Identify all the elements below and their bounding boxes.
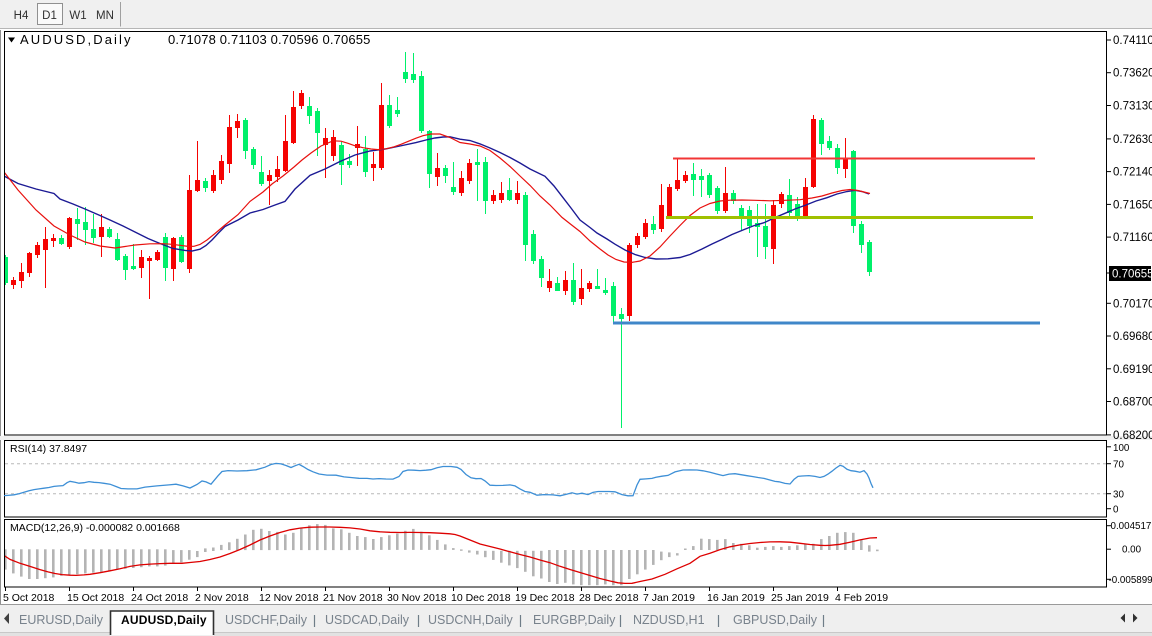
svg-text:0.72140: 0.72140	[1113, 167, 1152, 179]
svg-text:0: 0	[1113, 505, 1119, 516]
svg-text:100: 100	[1113, 443, 1130, 454]
svg-text:USDCHF,Daily: USDCHF,Daily	[225, 613, 308, 627]
svg-text:NZDUSD,H1: NZDUSD,H1	[633, 613, 705, 627]
svg-text:0.71650: 0.71650	[1113, 199, 1152, 211]
svg-text:0.73620: 0.73620	[1113, 68, 1152, 80]
svg-text:W1: W1	[69, 10, 86, 22]
svg-text:16 Jan 2019: 16 Jan 2019	[707, 592, 765, 604]
svg-text:0.70655: 0.70655	[1112, 269, 1152, 281]
svg-text:5 Oct 2018: 5 Oct 2018	[3, 592, 55, 604]
svg-text:30: 30	[1113, 490, 1124, 501]
svg-text:0.68700: 0.68700	[1113, 397, 1152, 409]
svg-text:0.73130: 0.73130	[1113, 101, 1152, 113]
svg-text:0.004517: 0.004517	[1111, 521, 1152, 532]
svg-text:MACD(12,26,9) -0.000082 0.0016: MACD(12,26,9) -0.000082 0.001668	[10, 522, 180, 534]
svg-text:12 Nov 2018: 12 Nov 2018	[259, 592, 319, 604]
svg-text:EURGBP,Daily: EURGBP,Daily	[533, 613, 616, 627]
svg-text:28 Dec 2018: 28 Dec 2018	[579, 592, 639, 604]
svg-text:0.71160: 0.71160	[1113, 232, 1152, 244]
svg-text:0.00: 0.00	[1122, 545, 1142, 556]
svg-text:10 Dec 2018: 10 Dec 2018	[451, 592, 511, 604]
svg-text:0.71078 0.71103 0.70596 0.7065: 0.71078 0.71103 0.70596 0.70655	[168, 32, 371, 47]
svg-text:70: 70	[1113, 460, 1124, 471]
svg-text:0.68200: 0.68200	[1113, 430, 1152, 442]
svg-text:25 Jan 2019: 25 Jan 2019	[771, 592, 829, 604]
svg-text:0.69190: 0.69190	[1113, 364, 1152, 376]
svg-text:AUDUSD,Daily: AUDUSD,Daily	[20, 32, 133, 47]
svg-text:0.70170: 0.70170	[1113, 298, 1152, 310]
svg-text:0.74110: 0.74110	[1113, 35, 1152, 47]
svg-text:19 Dec 2018: 19 Dec 2018	[515, 592, 575, 604]
svg-text:0.69680: 0.69680	[1113, 331, 1152, 343]
svg-text:RSI(14) 37.8497: RSI(14) 37.8497	[10, 443, 87, 455]
svg-text:4 Feb 2019: 4 Feb 2019	[835, 592, 888, 604]
svg-text:30 Nov 2018: 30 Nov 2018	[387, 592, 447, 604]
svg-text:0.72630: 0.72630	[1113, 134, 1152, 146]
svg-text:USDCNH,Daily: USDCNH,Daily	[428, 613, 513, 627]
svg-text:-0.005899: -0.005899	[1109, 575, 1152, 586]
svg-text:AUDUSD,Daily: AUDUSD,Daily	[121, 613, 207, 627]
svg-text:MN: MN	[96, 10, 114, 22]
svg-text:2 Nov 2018: 2 Nov 2018	[195, 592, 249, 604]
svg-text:EURUSD,Daily: EURUSD,Daily	[19, 613, 104, 627]
svg-text:24 Oct 2018: 24 Oct 2018	[131, 592, 188, 604]
svg-text:7 Jan 2019: 7 Jan 2019	[643, 592, 695, 604]
svg-text:21 Nov 2018: 21 Nov 2018	[323, 592, 383, 604]
svg-text:H4: H4	[14, 10, 29, 22]
svg-text:USDCAD,Daily: USDCAD,Daily	[325, 613, 410, 627]
svg-text:D1: D1	[42, 10, 57, 22]
svg-text:15 Oct 2018: 15 Oct 2018	[67, 592, 124, 604]
svg-text:GBPUSD,Daily: GBPUSD,Daily	[733, 613, 818, 627]
